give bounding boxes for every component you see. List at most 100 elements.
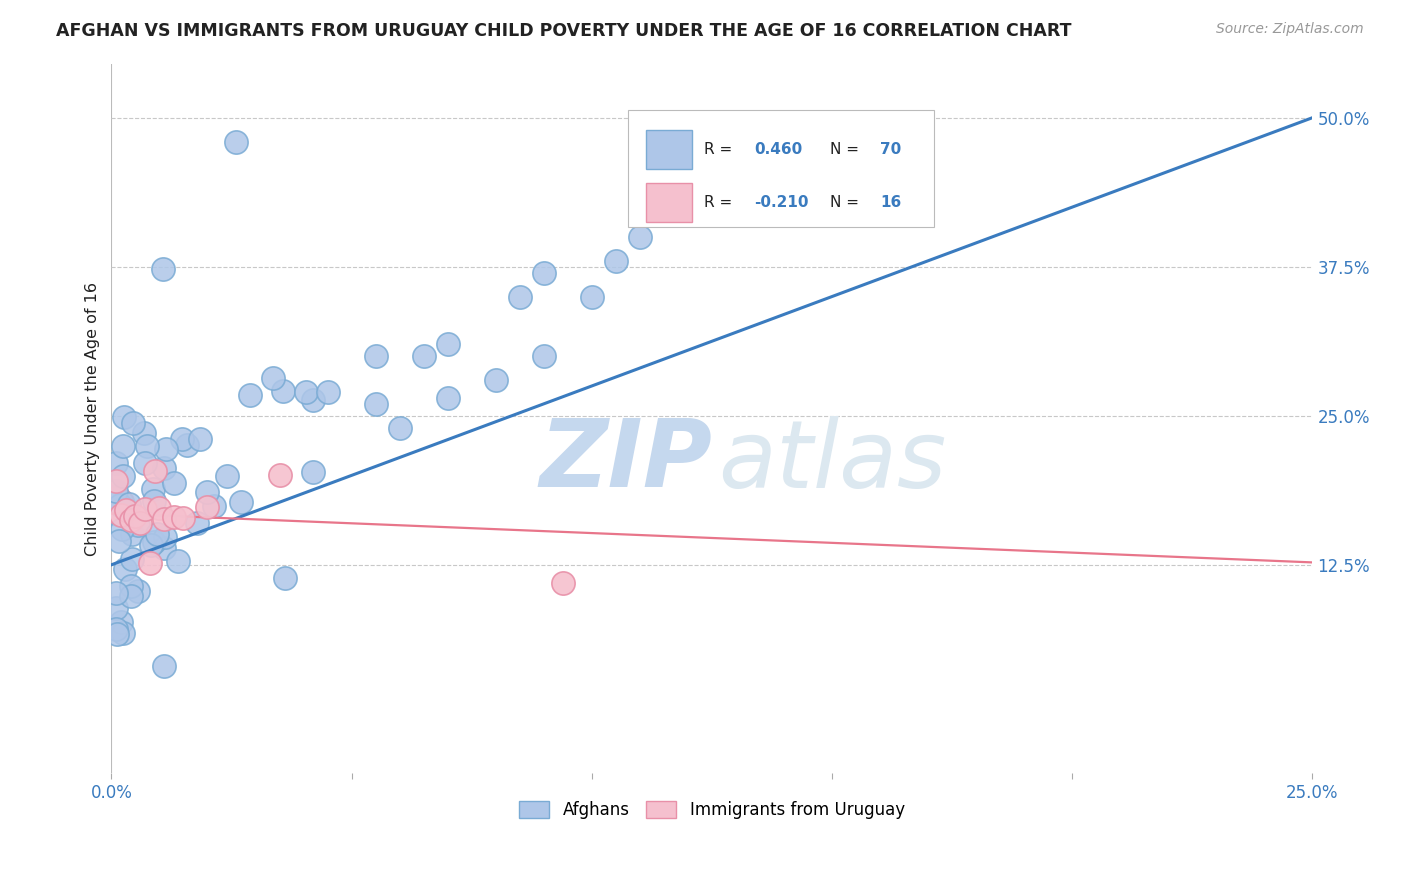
Point (134, 456, 156, 470)
Text: ZIP: ZIP (538, 416, 711, 508)
Point (120, 579, 142, 593)
Point (239, 387, 262, 401)
Text: 0.460: 0.460 (754, 142, 803, 157)
Point (188, 432, 211, 446)
Point (364, 349, 387, 363)
Point (217, 469, 239, 483)
Point (581, 289, 603, 303)
Point (112, 410, 135, 425)
Legend: Afghans, Immigrants from Uruguay: Afghans, Immigrants from Uruguay (513, 794, 911, 825)
Point (172, 432, 194, 446)
Point (412, 349, 434, 363)
Point (111, 625, 134, 640)
Point (120, 589, 142, 603)
Point (225, 135, 247, 149)
Point (628, 230, 651, 244)
Point (114, 561, 136, 575)
Y-axis label: Child Poverty Under the Age of 16: Child Poverty Under the Age of 16 (86, 282, 100, 556)
Point (231, 494, 253, 508)
Point (172, 511, 194, 525)
Text: N =: N = (830, 194, 863, 210)
Point (197, 500, 219, 515)
Point (121, 527, 143, 541)
Point (167, 554, 190, 568)
Bar (645, 129, 692, 169)
Point (139, 556, 162, 570)
Point (155, 442, 177, 456)
Point (139, 538, 162, 552)
Point (271, 384, 294, 398)
Point (118, 497, 141, 511)
Point (148, 500, 170, 515)
Point (127, 584, 149, 599)
Text: -0.210: -0.210 (754, 194, 808, 210)
Point (186, 516, 208, 531)
Point (122, 416, 145, 430)
Point (105, 456, 128, 470)
Point (110, 508, 132, 523)
Point (551, 575, 574, 590)
Point (301, 466, 323, 480)
Point (485, 373, 508, 387)
Point (108, 498, 131, 512)
Point (129, 516, 152, 530)
Point (153, 460, 176, 475)
Point (135, 439, 157, 453)
Text: N =: N = (830, 142, 863, 157)
Point (143, 535, 166, 549)
Point (153, 659, 176, 673)
Point (112, 439, 135, 453)
Point (105, 498, 128, 512)
Text: Source: ZipAtlas.com: Source: ZipAtlas.com (1216, 22, 1364, 37)
Point (509, 289, 531, 303)
Point (111, 522, 134, 536)
Point (153, 511, 176, 525)
Point (316, 384, 339, 399)
Point (364, 397, 387, 411)
Point (195, 485, 218, 500)
Point (112, 469, 135, 483)
Text: R =: R = (703, 194, 737, 210)
Point (105, 627, 128, 641)
Point (605, 253, 627, 268)
Point (388, 420, 411, 434)
Point (269, 467, 291, 482)
Point (110, 615, 132, 629)
Text: atlas: atlas (718, 416, 946, 507)
Text: 70: 70 (880, 142, 901, 157)
Point (533, 349, 555, 363)
Text: AFGHAN VS IMMIGRANTS FROM URUGUAY CHILD POVERTY UNDER THE AGE OF 16 CORRELATION : AFGHAN VS IMMIGRANTS FROM URUGUAY CHILD … (56, 22, 1071, 40)
Point (108, 534, 131, 549)
Point (153, 541, 176, 555)
Point (105, 622, 128, 636)
Point (105, 586, 128, 600)
Point (163, 476, 186, 491)
FancyBboxPatch shape (628, 111, 934, 227)
Point (146, 527, 169, 541)
Point (155, 531, 177, 545)
Point (105, 474, 128, 488)
Point (105, 601, 128, 615)
Point (132, 425, 155, 440)
Point (202, 499, 225, 513)
Point (152, 261, 174, 276)
Point (163, 510, 186, 524)
Point (294, 385, 316, 400)
Point (105, 484, 128, 499)
Text: R =: R = (703, 142, 737, 157)
Point (127, 517, 149, 532)
Point (142, 493, 165, 508)
Point (114, 503, 136, 517)
Text: 16: 16 (880, 194, 901, 210)
Point (302, 392, 325, 407)
Point (124, 509, 146, 524)
Point (103, 498, 125, 512)
Point (134, 501, 156, 516)
Point (436, 337, 458, 351)
Point (121, 552, 143, 566)
Point (142, 483, 165, 497)
Bar (645, 183, 692, 222)
Point (274, 571, 297, 585)
Point (533, 266, 555, 280)
Point (176, 438, 198, 452)
